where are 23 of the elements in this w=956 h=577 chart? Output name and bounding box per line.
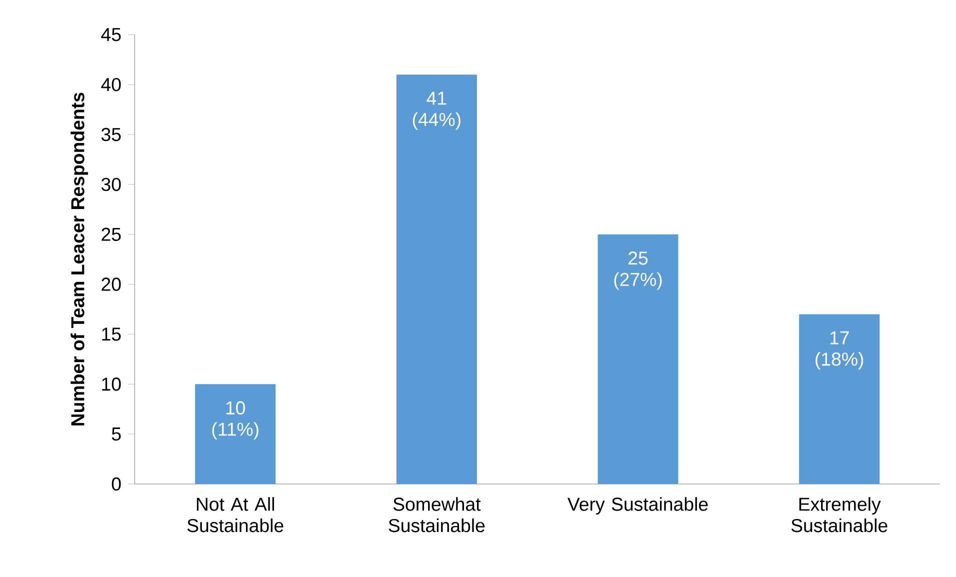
x-tick-label: Very Sustainable <box>568 496 708 514</box>
y-tick-label: 25 <box>102 228 121 241</box>
y-tick-label: 20 <box>102 278 121 291</box>
y-tick-label: 45 <box>101 28 121 42</box>
y-tick-label: 5 <box>112 427 121 440</box>
bar <box>598 234 678 484</box>
bar <box>195 384 276 484</box>
y-tick-label: 10 <box>102 377 121 391</box>
y-axis-title: Number of Team Leacer Respondents <box>70 92 88 426</box>
data-label: 25 (27%) <box>614 251 662 290</box>
data-label: 41 (44%) <box>412 92 460 130</box>
data-label: 10 (11%) <box>212 401 258 440</box>
y-tick-label: 15 <box>102 328 121 341</box>
y-tick-label: 30 <box>101 178 121 191</box>
y-tick-label: 0 <box>112 477 121 490</box>
x-tick-label: Somewhat Sustainable <box>388 496 485 532</box>
bar <box>396 74 477 484</box>
bar <box>799 314 880 484</box>
data-label: 17 (18%) <box>816 331 864 370</box>
y-tick-label: 35 <box>101 128 121 141</box>
y-tick-label: 40 <box>101 78 121 92</box>
x-tick-label: Not At All Sustainable <box>187 496 284 532</box>
x-tick-label: Extremely Sustainable <box>791 496 888 532</box>
